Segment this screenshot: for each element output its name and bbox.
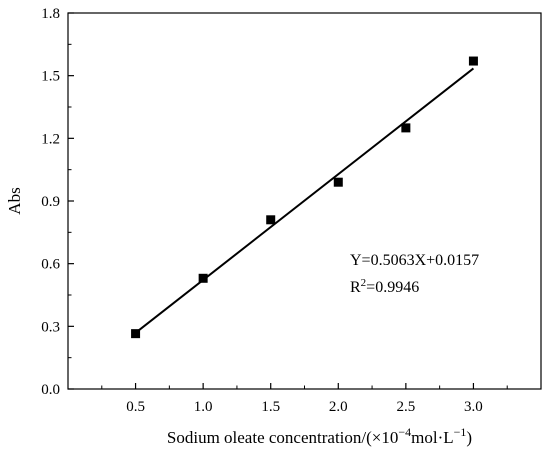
data-point [266, 215, 276, 225]
tick-labels-layer: 0.0 0.3 0.6 0.9 1.2 1.5 1.8 0.5 1.0 1.5 2.0 2.5 3.0 [41, 6, 483, 415]
fit-line [134, 67, 475, 334]
data-point [131, 329, 141, 339]
x-tick-label: 2.0 [329, 399, 348, 415]
r-squared-prefix: R [350, 279, 361, 296]
data-point [198, 273, 208, 283]
x-tick-label: 0.5 [126, 399, 145, 415]
r-squared-value: =0.9946 [366, 279, 419, 296]
y-tick-label: 0.9 [41, 194, 60, 210]
x-tick-label: 1.0 [194, 399, 213, 415]
x-axis-label-suffix: ) [466, 428, 472, 447]
ticks-layer [68, 12, 508, 390]
x-tick-label: 1.5 [261, 399, 280, 415]
y-axis-label: Abs [5, 187, 24, 214]
y-tick-label: 0.3 [41, 319, 60, 335]
r-squared-label: R2=0.9946 [350, 277, 419, 296]
x-tick-label: 3.0 [464, 399, 483, 415]
data-point [333, 177, 343, 187]
x-tick-label: 2.5 [396, 399, 415, 415]
y-tick-label: 1.5 [41, 69, 60, 85]
data-point [468, 56, 478, 66]
y-tick-label: 1.2 [41, 131, 60, 147]
x-axis-label-prefix: Sodium oleate concentration/(×10 [167, 428, 398, 447]
y-tick-label: 1.8 [41, 6, 60, 22]
r-squared-exponent: 2 [361, 277, 367, 289]
fit-equation: Y=0.5063X+0.0157 [350, 252, 479, 269]
x-axis-label-exponent: −4 [398, 425, 411, 439]
y-tick-label: 0.0 [41, 382, 60, 398]
points-layer [131, 56, 478, 339]
x-axis-label: Sodium oleate concentration/(×10−4mol·L−… [167, 425, 472, 447]
x-axis-label-middle: mol·L [411, 428, 454, 447]
y-tick-label: 0.6 [41, 257, 60, 273]
data-point [401, 123, 411, 133]
x-axis-label-exponent2: −1 [454, 425, 467, 439]
